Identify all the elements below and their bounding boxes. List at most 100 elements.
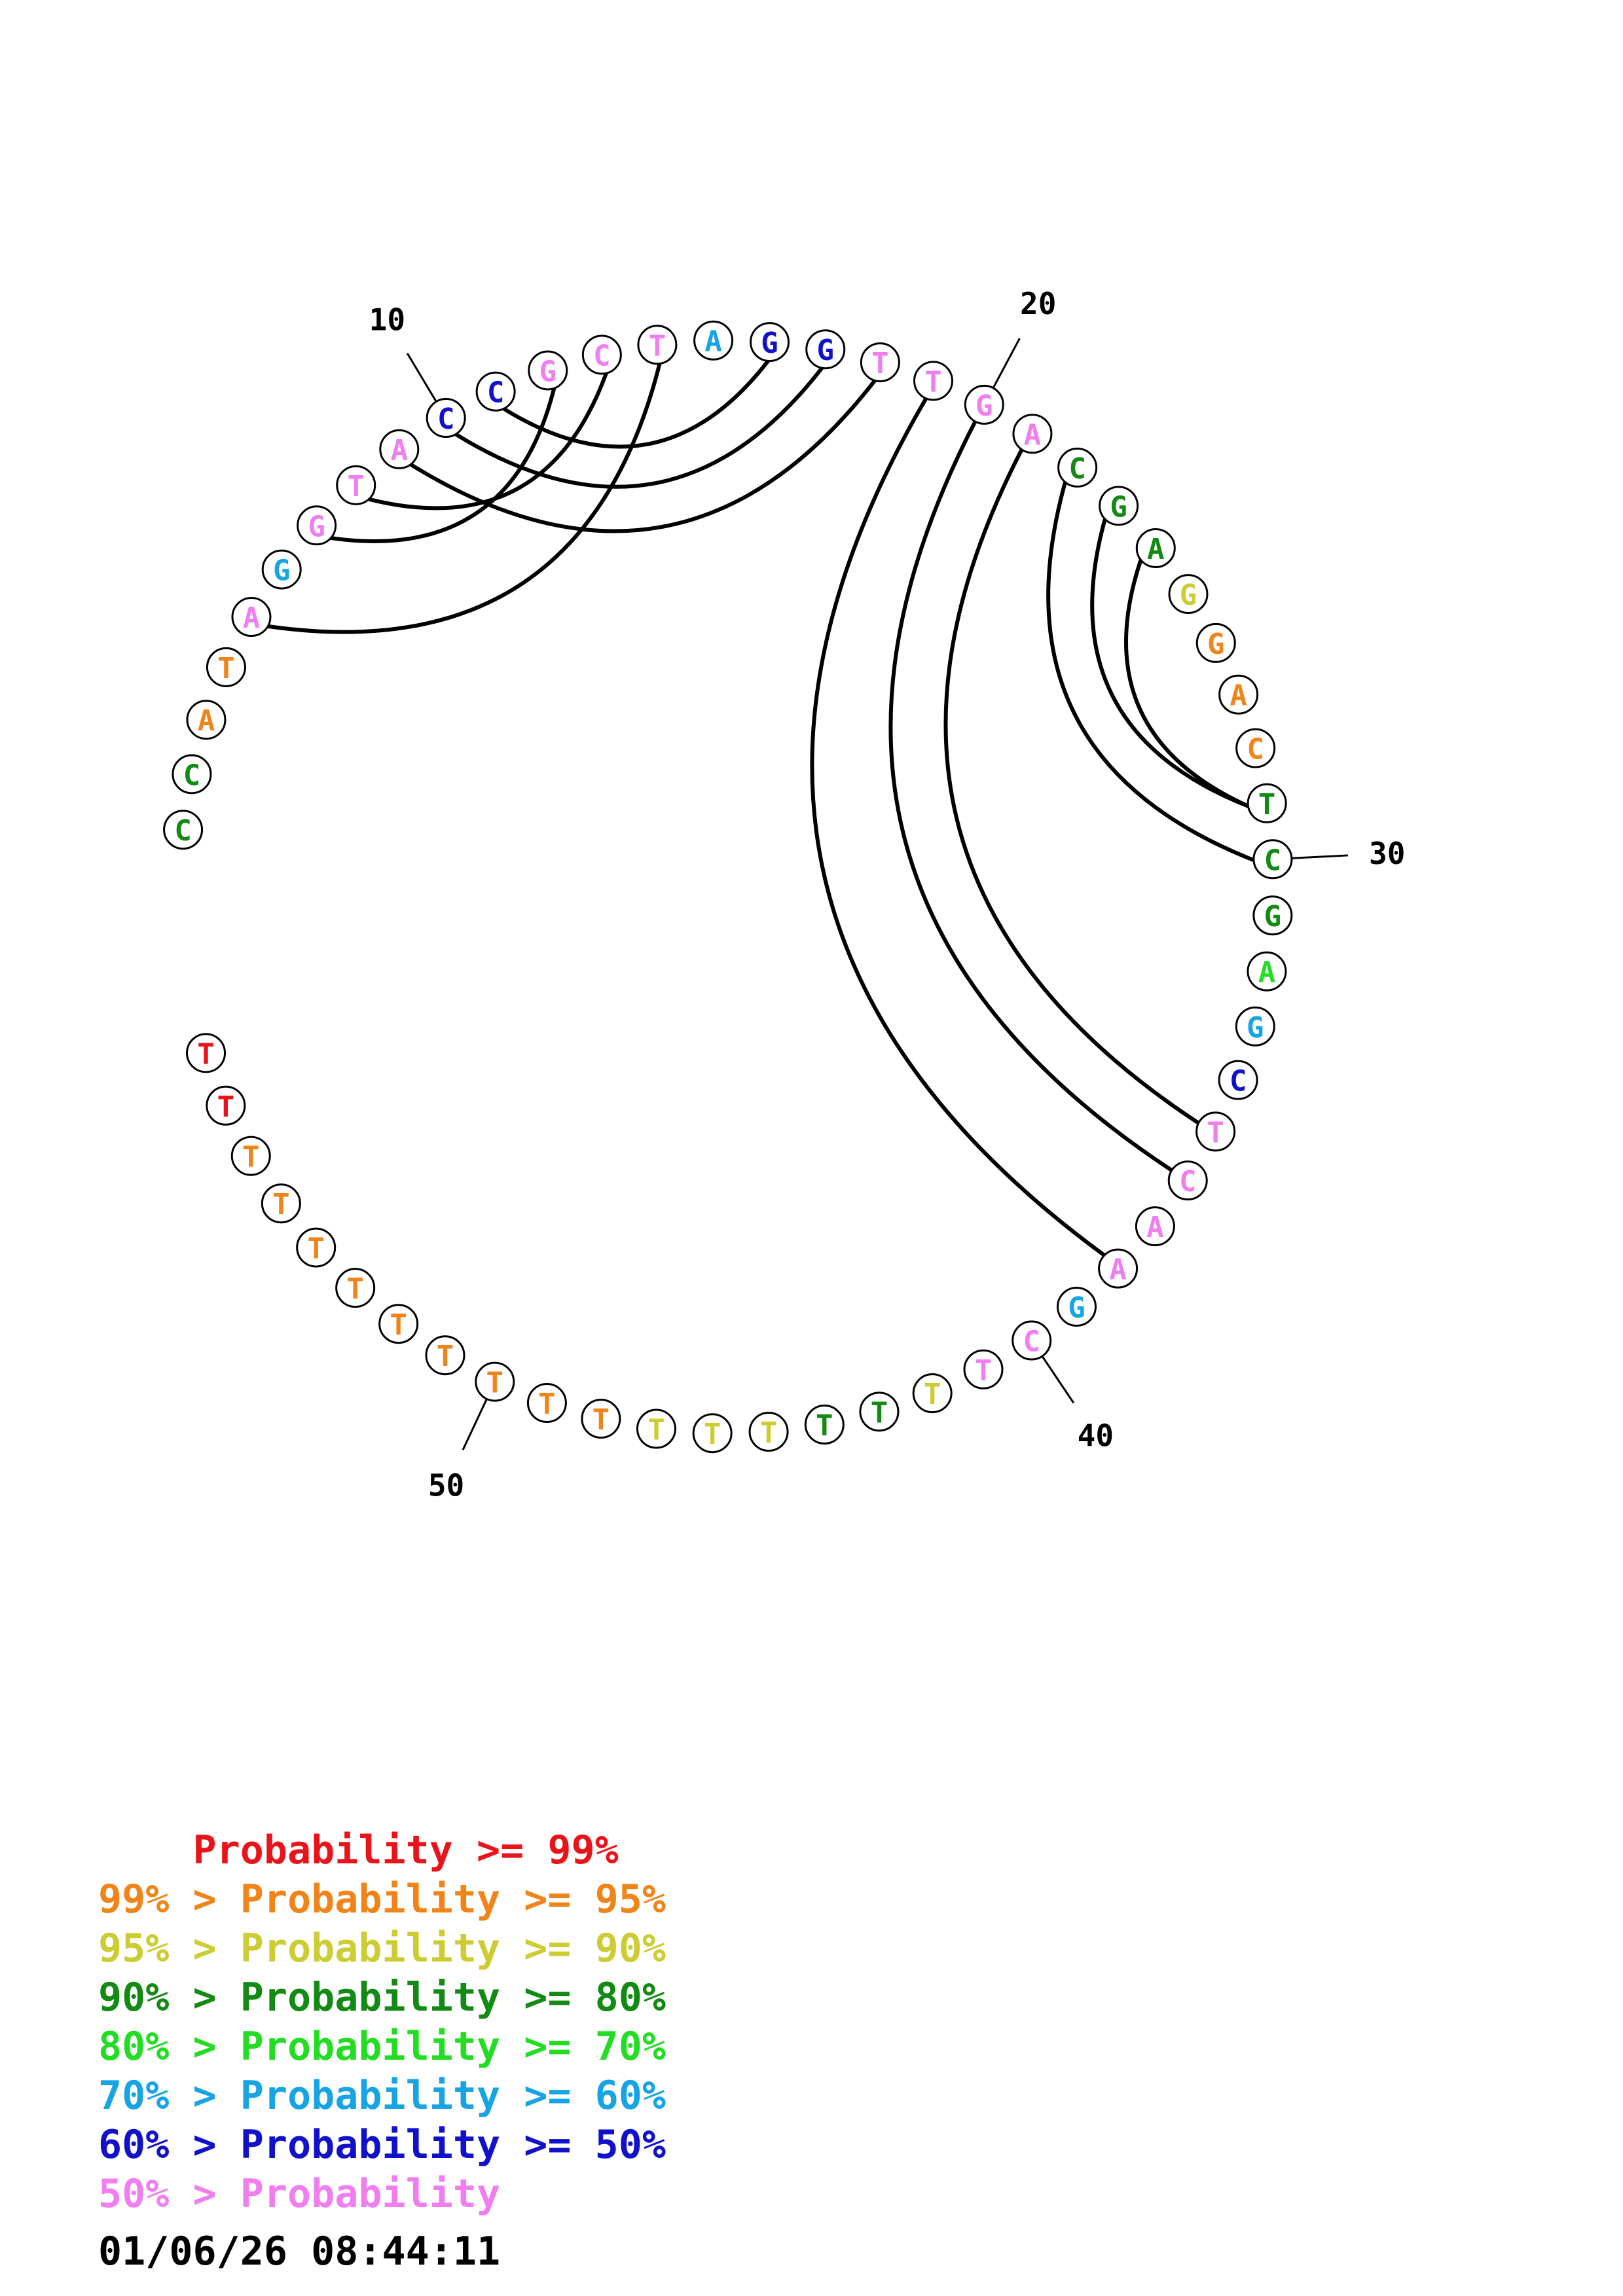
nucleotide-letter: G — [273, 554, 291, 588]
nucleotide-circle — [692, 1413, 733, 1454]
nucleotide-circle — [172, 754, 212, 795]
nucleotide-42: T — [912, 1373, 953, 1414]
nucleotide-36: C — [1167, 1160, 1208, 1201]
nucleotide-letter: C — [1247, 733, 1264, 766]
nucleotide-letter: G — [976, 389, 993, 423]
probability-legend: Probability >= 99% 99% > Probability >= 9… — [98, 1826, 666, 2219]
nucleotide-letter: C — [1264, 844, 1282, 877]
nucleotide-letter: A — [1258, 956, 1276, 990]
nucleotide-letter: T — [437, 1340, 454, 1373]
nucleotide-letter: T — [871, 347, 889, 380]
nucleotide-letter: T — [486, 1367, 504, 1400]
nucleotide-letter: C — [487, 376, 505, 410]
nucleotide-circle — [860, 342, 900, 383]
nucleotide-letter: G — [1247, 1011, 1264, 1045]
nucleotide-letter: T — [390, 1308, 407, 1342]
nucleotide-57: T — [206, 1085, 246, 1126]
nucleotide-circle — [1252, 895, 1293, 936]
nucleotide-letter: A — [1024, 418, 1042, 452]
nucleotide-circle — [475, 1361, 515, 1402]
index-label-20: 20 — [1020, 286, 1056, 321]
nucleotide-32: A — [1247, 951, 1287, 992]
nucleotide-circle — [335, 1268, 376, 1308]
nucleotide-letter: T — [307, 1232, 325, 1266]
nucleotide-circle — [912, 1373, 953, 1414]
nucleotide-letter: G — [308, 510, 325, 543]
nucleotide-letter: T — [347, 470, 365, 503]
nucleotide-11: C — [475, 371, 516, 412]
nucleotide-circle — [296, 1227, 337, 1268]
base-pair-9-18 — [409, 379, 877, 533]
nucleotide-letter: G — [539, 355, 557, 388]
nucleotide-circle — [528, 350, 568, 391]
nucleotide-letter: G — [1068, 1291, 1085, 1325]
nucleotide-27: A — [1218, 674, 1259, 715]
index-label-30: 30 — [1369, 836, 1405, 871]
nucleotide-circle — [426, 398, 466, 439]
nucleotide-letter: T — [197, 1037, 215, 1071]
nucleotide-21: A — [1012, 414, 1053, 454]
nucleotide-5: A — [231, 597, 272, 637]
nucleotide-circle — [1235, 728, 1276, 768]
base-pair-24-29 — [1123, 559, 1249, 808]
nucleotide-letter: C — [1179, 1165, 1197, 1198]
nucleotide-letter: C — [1023, 1325, 1040, 1359]
nucleotide-39: G — [1056, 1287, 1097, 1327]
nucleotide-3: A — [186, 700, 227, 740]
nucleotide-4: T — [206, 647, 246, 687]
nucleotide-circle — [297, 505, 337, 546]
index-leader-10 — [406, 353, 437, 403]
nucleotide-28: C — [1235, 728, 1276, 768]
nucleotide-37: A — [1135, 1206, 1175, 1247]
nucleotide-circle — [963, 1349, 1004, 1390]
nucleotide-24: A — [1135, 528, 1176, 568]
nucleotide-50: T — [475, 1361, 515, 1402]
base-pair-arcs — [267, 359, 1255, 1257]
nucleotide-19: T — [913, 361, 953, 401]
nucleotide-circle — [1218, 1060, 1258, 1100]
base-pair-8-13 — [368, 372, 608, 511]
nucleotide-letter: G — [761, 327, 778, 360]
nucleotide-circle — [805, 329, 846, 370]
nucleotide-22: C — [1057, 447, 1098, 488]
nucleotide-14: T — [637, 325, 678, 365]
nucleotide-letter: T — [346, 1272, 364, 1306]
nucleotide-circle — [206, 647, 246, 687]
nucleotide-letter: A — [391, 434, 409, 467]
nucleotide-7: G — [297, 505, 337, 546]
nucleotide-letter: T — [649, 329, 666, 363]
nucleotide-circle — [859, 1391, 900, 1432]
nucleotide-circle — [1135, 1206, 1175, 1247]
nucleotide-51: T — [425, 1335, 465, 1376]
legend-row-8: 50% > Probability — [98, 2171, 501, 2217]
nucleotide-52: T — [378, 1304, 419, 1344]
nucleotide-circle — [378, 1304, 419, 1344]
legend-row-3: 95% > Probability >= 90% — [98, 1926, 666, 1971]
legend-row-7: 60% > Probability >= 50% — [98, 2122, 666, 2168]
nucleotide-circle — [186, 1033, 227, 1073]
nucleotide-letter: T — [704, 1418, 721, 1451]
nucleotide-letter: C — [1068, 452, 1086, 486]
base-pair-19-38 — [810, 397, 1106, 1257]
base-pair-7-12 — [330, 387, 556, 543]
nucleotide-letter: A — [243, 601, 261, 635]
nucleotide-letter: T — [538, 1388, 556, 1421]
nucleotide-circle — [336, 465, 376, 505]
nucleotide-26: G — [1195, 622, 1236, 663]
nucleotide-letter: T — [760, 1416, 778, 1450]
nucleotide-circle — [1012, 414, 1053, 454]
legend-row-1: Probability >= 99% — [98, 1827, 619, 1873]
nucleotide-8: T — [336, 465, 376, 505]
nucleotide-letter: G — [816, 334, 834, 367]
nucleotide-2: C — [172, 754, 212, 795]
nucleotide-letter: T — [647, 1414, 665, 1447]
nucleotide-20: G — [964, 384, 1004, 425]
nucleotide-circle — [1168, 574, 1209, 615]
nucleotide-circle — [1098, 1248, 1139, 1289]
nucleotide-34: C — [1218, 1060, 1258, 1100]
nucleotide-circle — [1218, 674, 1259, 715]
nucleotide-circle — [231, 597, 272, 637]
nucleotide-letter: G — [1180, 579, 1197, 612]
nucleotide-45: T — [748, 1412, 789, 1452]
